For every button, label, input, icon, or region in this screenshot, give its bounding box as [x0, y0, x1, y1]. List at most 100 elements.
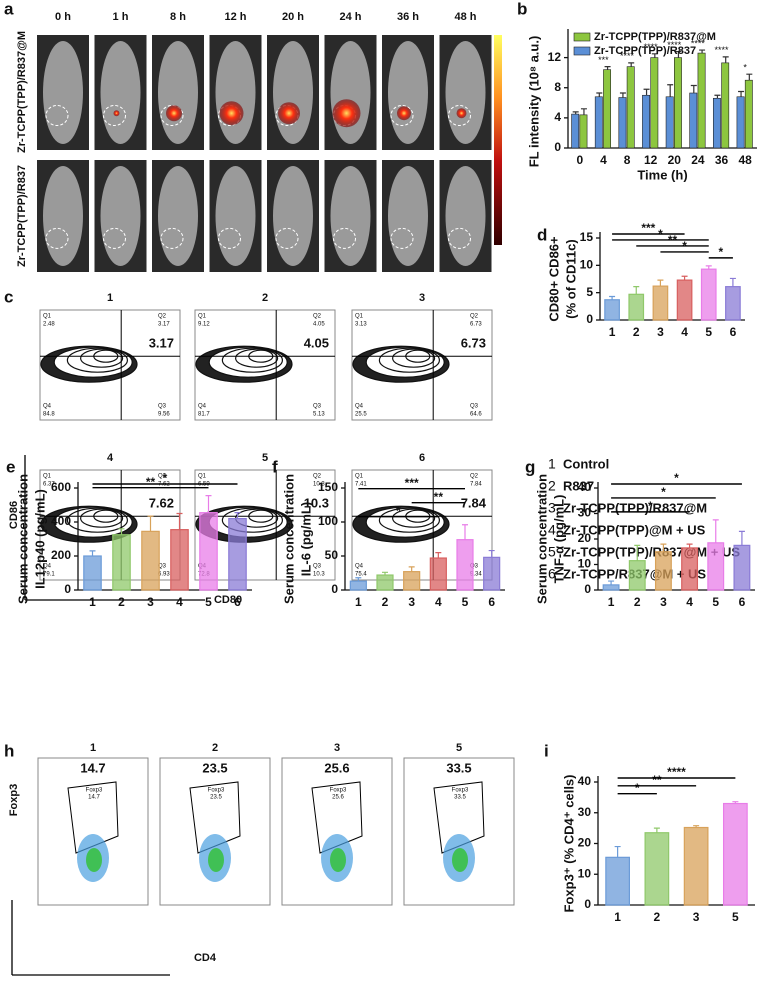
error-bar [732, 801, 739, 804]
significance: **** [691, 38, 706, 48]
quadrant-name: Q2 [470, 314, 479, 320]
error-bar [712, 519, 719, 543]
y-axis-title: FL intensity (10⁸ a.u.) [526, 36, 541, 168]
gate-value: 23.5 [210, 795, 222, 801]
bar [674, 57, 682, 149]
bar [736, 96, 745, 149]
plot-title: 3 [334, 742, 340, 754]
quadrant-name: Q3 [158, 404, 167, 410]
row-label: Zr-TCPP(TPP)/R837@M [16, 31, 28, 153]
bar [83, 555, 102, 591]
tumor-circle [160, 227, 184, 249]
plot-title: 6 [419, 452, 425, 464]
significance: ** [652, 773, 662, 787]
y-tick-label: 40 [578, 480, 592, 494]
y-axis-title: CD86 [8, 501, 20, 529]
x-tick-label: 6 [739, 595, 746, 609]
legend-swatch [573, 32, 591, 42]
bar [199, 512, 218, 591]
quadrant-name: Q1 [43, 314, 52, 320]
error-bar [633, 286, 640, 295]
quadrant-value: 2.48 [43, 322, 55, 328]
fluorescence [397, 106, 411, 121]
bar [681, 547, 699, 591]
y-tick-label: 0 [584, 897, 591, 911]
error-bar [205, 495, 212, 513]
y-tick-label: 600 [51, 480, 71, 494]
legend-label: R837 [563, 478, 594, 493]
bar [689, 92, 698, 149]
panel-label: d [537, 225, 547, 244]
y-axis-title: IL12p40 (pg/mL) [32, 489, 47, 589]
x-tick-label: 24 [691, 153, 705, 167]
quadrant-name: Q3 [470, 404, 479, 410]
x-tick-label: 4 [435, 595, 442, 609]
y-tick-label: 30 [578, 506, 592, 520]
mouse-body [100, 166, 141, 266]
y-tick-label: 0 [586, 312, 593, 326]
legend-swatch [573, 46, 591, 56]
quadrant-name: Q3 [470, 564, 479, 570]
y-tick-label: 0 [64, 582, 71, 596]
x-tick-label: 0 [576, 153, 583, 167]
fluorescence [332, 99, 361, 128]
time-label: 1 h [113, 11, 129, 23]
quadrant-name: Q3 [313, 564, 322, 570]
fluorescence [456, 108, 467, 119]
bar [604, 299, 620, 321]
error-bar [667, 84, 674, 97]
fluorescence [278, 102, 300, 125]
x-tick-label: 1 [609, 325, 616, 339]
quadrant-value: 25.5 [355, 412, 367, 418]
quadrant-name: Q2 [313, 314, 322, 320]
significance: * [718, 245, 723, 259]
gate-name: Foxp3 [330, 788, 347, 794]
significance: * [396, 504, 401, 518]
x-tick-label: 2 [654, 910, 661, 924]
gate-value: 14.7 [88, 795, 100, 801]
x-tick-label: 4 [686, 595, 693, 609]
quadrant-value: 4.05 [313, 322, 325, 328]
x-tick-label: 5 [705, 325, 712, 339]
error-bar [693, 825, 700, 828]
error-bar [628, 62, 635, 67]
error-bar [572, 111, 579, 115]
quadrant-value: 79.1 [43, 572, 55, 578]
bar [602, 584, 620, 591]
colorbar [494, 35, 502, 245]
highlight-value: 6.73 [461, 336, 486, 351]
error-bar [651, 53, 658, 58]
quadrant-value: 75.4 [355, 572, 367, 578]
gate [189, 781, 241, 854]
quadrant-name: Q1 [355, 314, 364, 320]
panel-label: c [4, 287, 13, 306]
legend-number: 6 [548, 566, 556, 582]
bar [403, 571, 421, 591]
bar [650, 57, 659, 149]
quadrant-name: Q1 [198, 314, 207, 320]
gate [311, 781, 363, 854]
significance: *** [405, 476, 419, 490]
bar [603, 69, 612, 149]
legend-label: Zr-TCPP(TPP)/R837 [594, 45, 696, 57]
y-tick-label: 0 [584, 582, 591, 596]
mouse-body [273, 166, 313, 266]
error-bar [634, 544, 641, 561]
quadrant-value: 10.3 [313, 572, 325, 578]
error-bar [619, 92, 626, 98]
cell-cloud [208, 848, 224, 872]
plot-frame [403, 757, 515, 906]
bar [571, 113, 580, 149]
x-tick-label: 48 [739, 153, 753, 167]
x-tick-label: 2 [118, 595, 125, 609]
highlight-value: 10.3 [304, 496, 329, 511]
y-tick-label: 5 [586, 285, 593, 299]
error-bar [604, 66, 611, 70]
x-tick-label: 1 [608, 595, 615, 609]
gate-value: 33.5 [454, 795, 466, 801]
plot-title: 5 [456, 742, 462, 754]
y-tick-label: 0 [554, 140, 561, 154]
y-axis-title: Serum concentration [15, 474, 30, 604]
time-label: 36 h [397, 11, 419, 23]
tumor-circle [103, 227, 126, 249]
